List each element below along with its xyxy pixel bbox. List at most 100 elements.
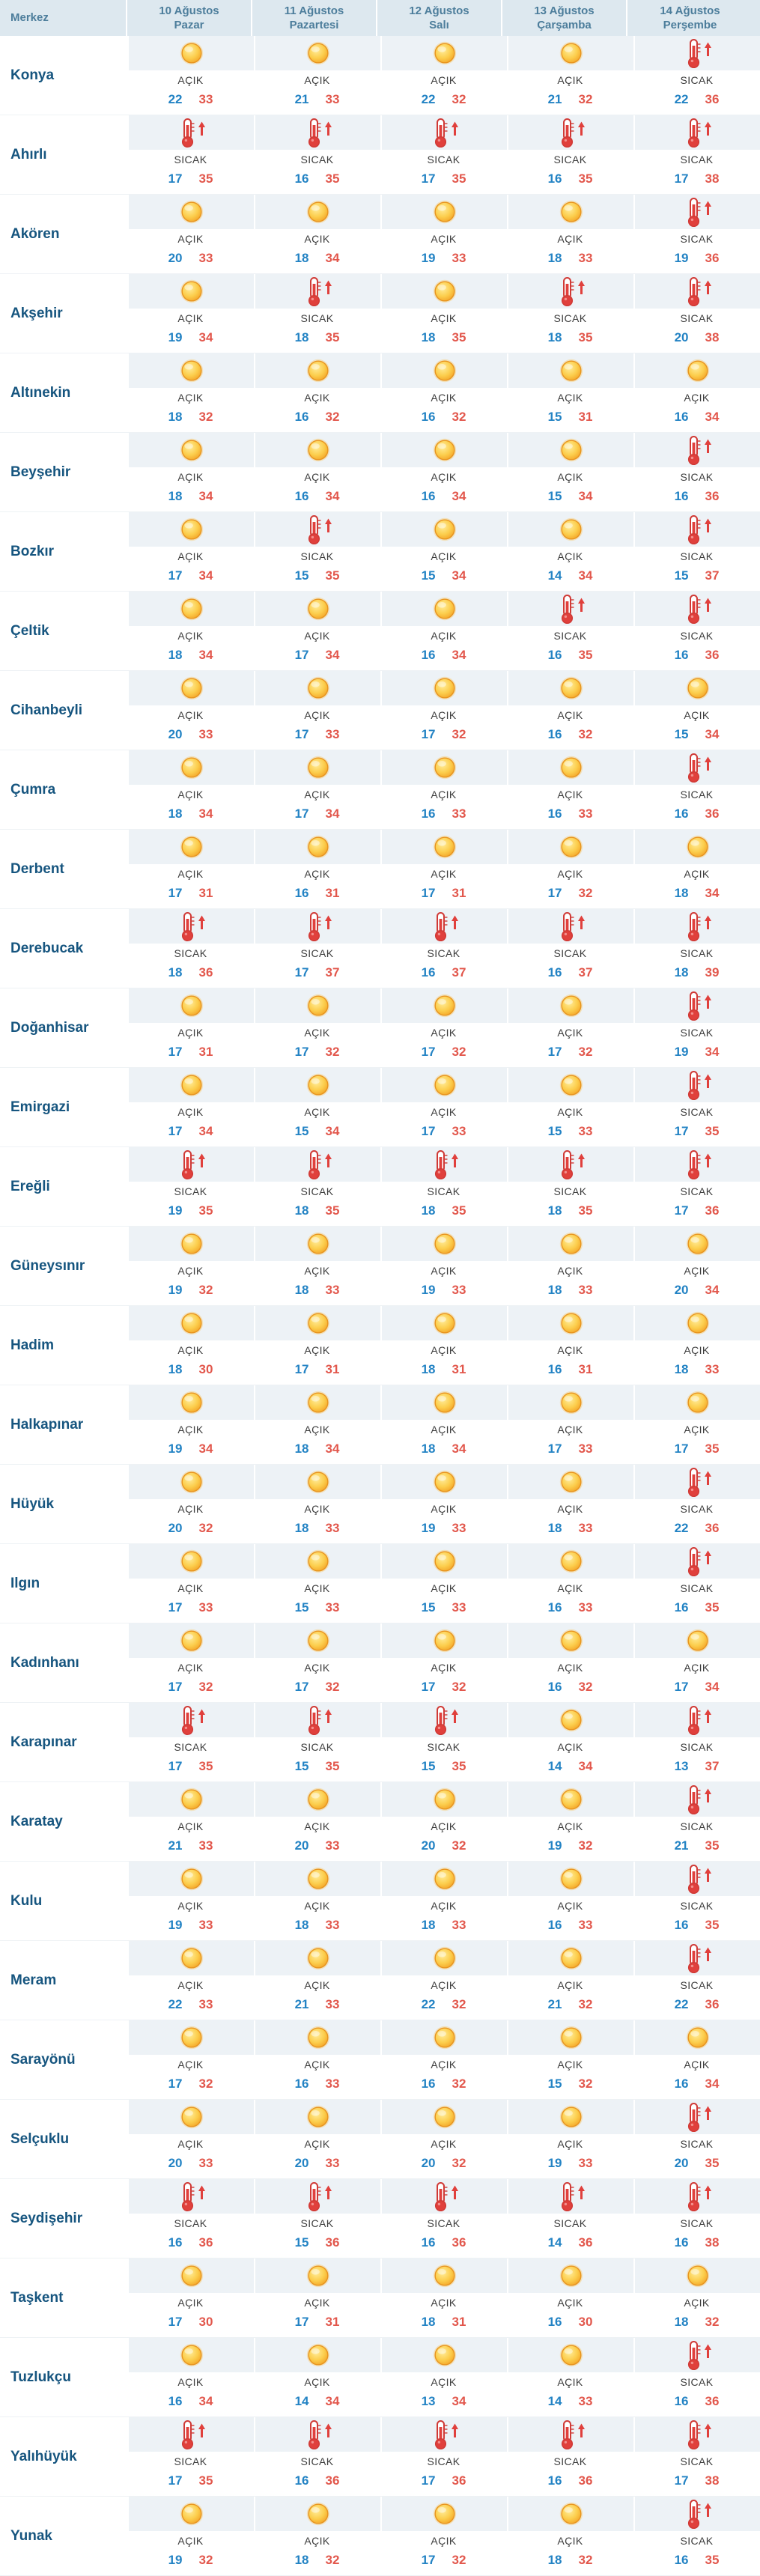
hot-thermometer-icon [556, 2181, 587, 2212]
district-link[interactable]: Derbent [10, 860, 64, 877]
district-link[interactable]: Cihanbeyli [10, 702, 83, 718]
forecast-cell: AÇIK 18 34 [380, 1385, 507, 1464]
max-temp: 34 [198, 648, 213, 662]
district-name-cell: Akören [0, 195, 127, 273]
condition-label: SICAK [300, 2217, 334, 2229]
max-temp: 33 [705, 1362, 720, 1376]
district-link[interactable]: Doğanhisar [10, 1019, 89, 1036]
max-temp: 36 [578, 2235, 593, 2250]
weather-icon-band [254, 1465, 380, 1499]
district-link[interactable]: Çeltik [10, 622, 49, 639]
max-temp: 36 [325, 2235, 340, 2250]
district-link[interactable]: Akören [10, 225, 60, 242]
condition-label: AÇIK [304, 2535, 330, 2547]
forecast-cell: AÇIK 22 33 [127, 1941, 254, 2020]
district-link[interactable]: Yalıhüyük [10, 2448, 77, 2464]
district-link[interactable]: Güneysınır [10, 1257, 85, 1274]
temperature-pair: 16 38 [633, 2233, 760, 2258]
forecast-cell: AÇIK 21 33 [254, 36, 380, 115]
district-link[interactable]: Karatay [10, 1813, 63, 1829]
district-link[interactable]: Emirgazi [10, 1099, 70, 1115]
table-row: Kulu AÇIK 19 33 AÇIK 18 33 [0, 1862, 760, 1941]
hot-thermometer-icon [682, 752, 714, 783]
temperature-pair: 19 32 [127, 1281, 254, 1305]
min-temp: 13 [421, 2394, 436, 2408]
max-temp: 34 [325, 1124, 340, 1138]
district-link[interactable]: Ahırlı [10, 146, 47, 162]
district-link[interactable]: Meram [10, 1972, 57, 1988]
weather-icon-band [507, 830, 633, 864]
temperature-pair: 22 36 [633, 1995, 760, 2020]
forecast-cell: SICAK 15 35 [254, 1703, 380, 1781]
district-link[interactable]: Taşkent [10, 2289, 64, 2306]
clear-sun-icon [304, 2341, 332, 2369]
district-link[interactable]: Hüyük [10, 1495, 55, 1512]
district-link[interactable]: Altınekin [10, 384, 71, 401]
district-link[interactable]: Ilgın [10, 1575, 40, 1591]
condition-label: SICAK [680, 1582, 714, 1594]
min-temp: 17 [421, 2473, 436, 2488]
weather-icon-band [507, 2497, 633, 2531]
district-link[interactable]: Seydişehir [10, 2210, 83, 2226]
condition-label: AÇIK [304, 392, 330, 404]
district-link[interactable]: Derebucak [10, 940, 84, 956]
hot-thermometer-icon [176, 1704, 207, 1736]
clear-sun-icon [557, 198, 586, 226]
forecast-cell: AÇIK 22 33 [127, 36, 254, 115]
forecast-cell: AÇIK 17 32 [507, 988, 633, 1067]
condition-label: SICAK [427, 1741, 460, 1753]
max-temp: 33 [325, 1600, 340, 1614]
district-link[interactable]: Çumra [10, 781, 56, 798]
max-temp: 34 [198, 489, 213, 503]
max-temp: 34 [452, 2394, 466, 2408]
clear-sun-icon [557, 356, 586, 385]
temperature-pair: 15 34 [254, 1122, 380, 1146]
weather-icon-band [254, 671, 380, 705]
min-temp: 16 [168, 2394, 183, 2408]
min-temp: 18 [421, 1918, 436, 1932]
min-temp: 18 [547, 2553, 562, 2567]
district-link[interactable]: Ereğli [10, 1178, 50, 1194]
district-link[interactable]: Selçuklu [10, 2130, 70, 2147]
max-temp: 33 [325, 727, 340, 741]
district-link[interactable]: Yunak [10, 2527, 52, 2544]
weather-icon-band [633, 1782, 760, 1817]
forecast-cell: AÇIK 18 35 [380, 274, 507, 353]
min-temp: 18 [168, 410, 183, 424]
forecast-cell: AÇIK 20 33 [127, 2100, 254, 2178]
district-link[interactable]: Akşehir [10, 305, 63, 321]
district-link[interactable]: Beyşehir [10, 464, 71, 480]
weather-icon-band [127, 353, 254, 388]
district-link[interactable]: Kadınhanı [10, 1654, 79, 1671]
condition-label: AÇIK [431, 709, 457, 721]
district-link[interactable]: Hadim [10, 1337, 55, 1353]
temperature-pair: 17 37 [254, 963, 380, 988]
min-temp: 17 [168, 2473, 183, 2488]
clear-sun-icon [557, 2341, 586, 2369]
condition-label: AÇIK [557, 471, 583, 483]
clear-sun-icon [177, 1309, 206, 1337]
district-link[interactable]: Kulu [10, 1892, 43, 1909]
district-link[interactable]: Bozkır [10, 543, 55, 559]
district-link[interactable]: Sarayönü [10, 2051, 76, 2068]
temperature-pair: 16 30 [507, 2312, 633, 2337]
max-temp: 33 [578, 2156, 593, 2170]
forecast-cell: SICAK 21 35 [633, 1782, 760, 1861]
weather-icon-band [507, 1623, 633, 1658]
temperature-pair: 20 38 [633, 328, 760, 353]
condition-label: SICAK [300, 1741, 334, 1753]
max-temp: 33 [198, 251, 213, 265]
district-link[interactable]: Halkapınar [10, 1416, 84, 1433]
forecast-cell: SICAK 16 38 [633, 2179, 760, 2258]
max-temp: 38 [705, 171, 720, 186]
district-link[interactable]: Konya [10, 67, 55, 83]
district-link[interactable]: Tuzlukçu [10, 2369, 71, 2385]
district-link[interactable]: Karapınar [10, 1734, 77, 1750]
condition-label: AÇIK [304, 2059, 330, 2071]
district-name-cell: Derbent [0, 830, 127, 908]
temperature-pair: 16 32 [380, 2074, 507, 2099]
min-temp: 16 [421, 2235, 436, 2250]
condition-label: SICAK [300, 947, 334, 959]
hot-thermometer-icon [682, 276, 714, 307]
